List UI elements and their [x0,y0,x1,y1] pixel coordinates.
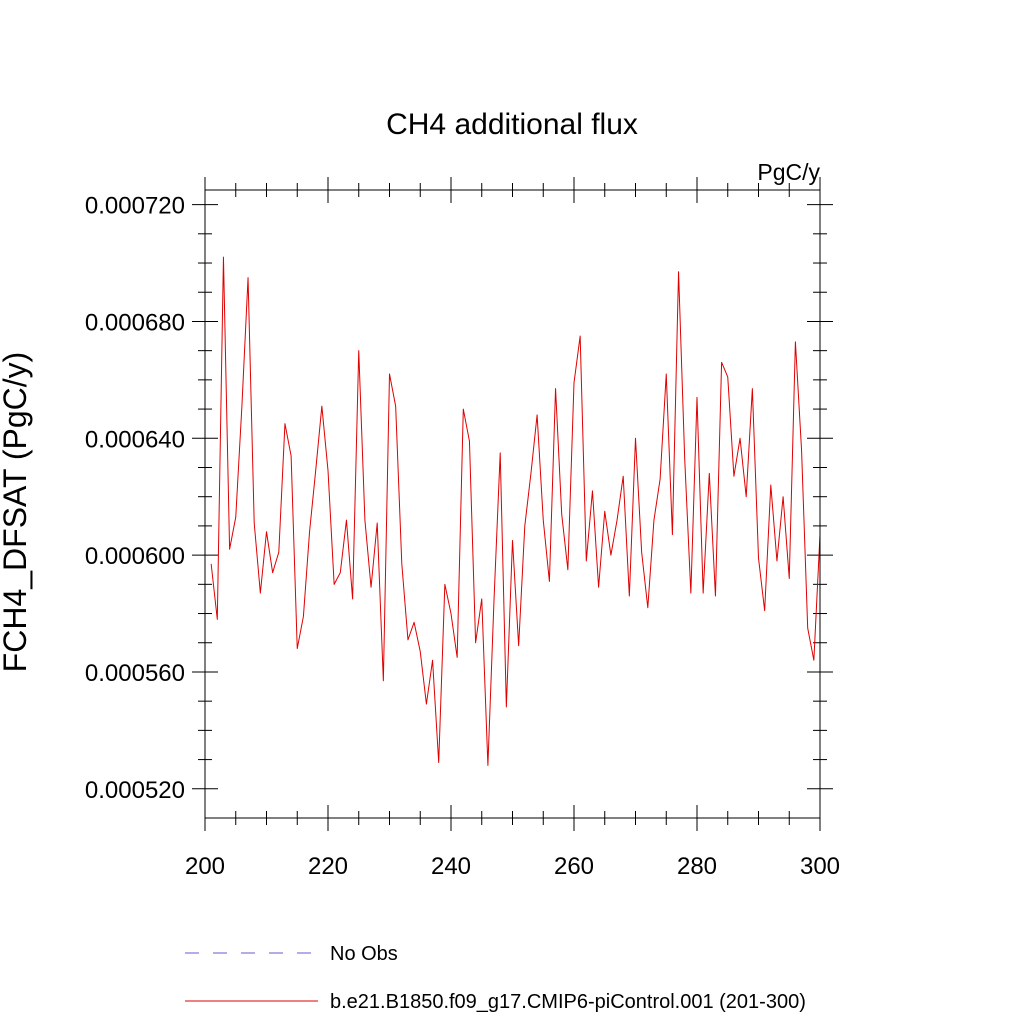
x-tick-label: 240 [431,853,471,880]
units-label: PgC/y [757,159,820,185]
legend-label-no-obs: No Obs [330,943,398,965]
x-tick-label: 280 [677,853,717,880]
y-tick-label: 0.000720 [85,193,185,220]
y-tick-label: 0.000560 [85,660,185,687]
x-tick-label: 200 [185,853,225,880]
series-line-0 [210,256,821,766]
axis-tick-labels: 0.000520 0.000560 0.000600 0.000640 0.000680… [85,193,840,880]
x-tick-label: 300 [800,853,840,880]
y-tick-label: 0.000600 [85,543,185,570]
plot-frame [204,189,821,819]
chart-title: CH4 additional flux [386,108,638,141]
legend-label-control-run: b.e21.B1850.f09_g17.CMIP6-piControl.001 … [330,991,806,1013]
x-tick-label: 260 [554,853,594,880]
series-layer [210,256,821,766]
legend: No Obs b.e21.B1850.f09_g17.CMIP6-piContr… [185,943,806,1013]
y-tick-label: 0.000680 [85,309,185,336]
x-tick-label: 220 [308,853,348,880]
y-tick-label: 0.000640 [85,426,185,453]
y-axis-label: FCH4_DFSAT (PgC/y) [0,352,33,673]
axis-ticks [192,177,833,831]
y-tick-label: 0.000520 [85,777,185,804]
